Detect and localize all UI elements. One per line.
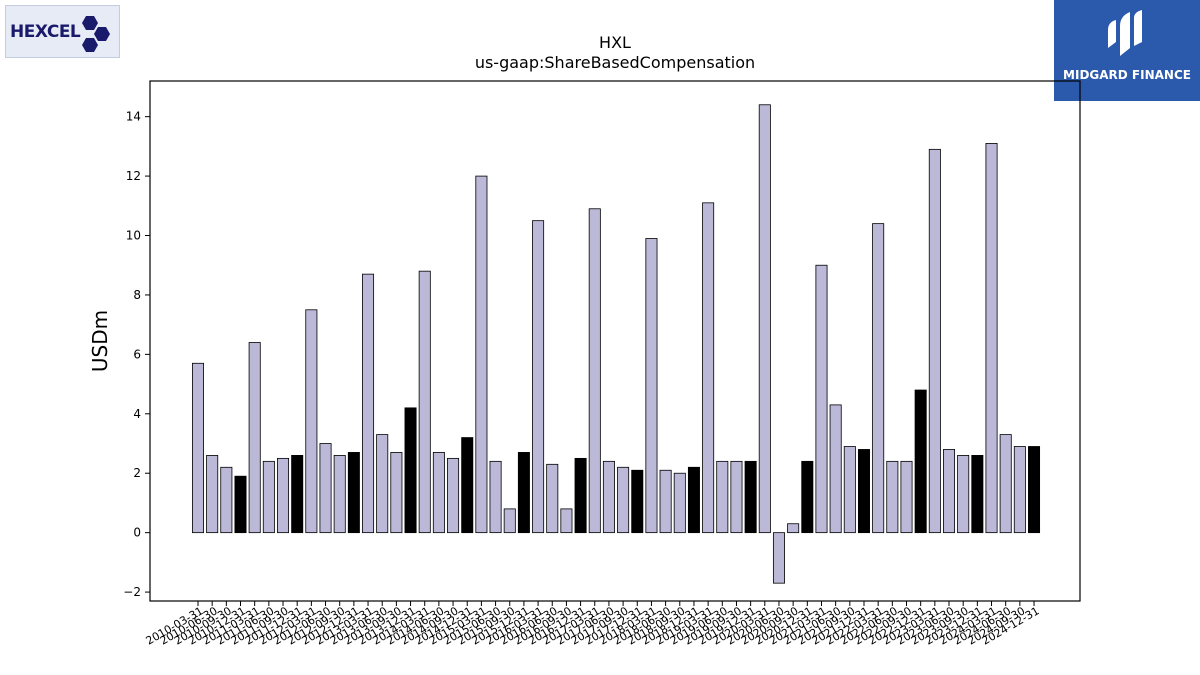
bar-2010-12-31: [234, 475, 247, 534]
bar-2015-09-30: [503, 508, 516, 534]
bar-2012-06-30: [319, 443, 332, 534]
chart-subtitle: us-gaap:ShareBasedCompensation: [475, 53, 755, 72]
midgard-finance-logo: MIDGARD FINANCE: [1054, 0, 1200, 101]
bar-2023-12-31: [971, 454, 984, 534]
bar-2019-03-31: [702, 202, 715, 534]
y-tick-label: 10: [126, 229, 141, 243]
bar-2023-06-30: [943, 449, 956, 534]
bar-2012-03-31: [305, 309, 318, 534]
bar-2016-12-31: [574, 457, 587, 534]
bar-2013-03-31: [362, 273, 375, 534]
bar-2018-12-31: [687, 466, 700, 534]
bar-2022-12-31: [914, 389, 927, 534]
bar-2018-03-31: [645, 238, 658, 534]
bar-2012-12-31: [347, 452, 360, 534]
bar-2024-03-31: [985, 142, 998, 534]
bar-2024-09-30: [1013, 446, 1026, 534]
bar-2011-06-30: [262, 460, 275, 534]
y-axis-ticks: −2 0 2 4 6 8 10 12 14: [123, 110, 150, 599]
bar-2011-09-30: [277, 457, 290, 534]
bar-2021-03-31: [815, 264, 828, 534]
bar-2019-12-31: [744, 460, 757, 534]
bar-2017-03-31: [588, 208, 601, 534]
bar-2017-09-30: [617, 466, 630, 534]
bar-2018-06-30: [659, 469, 672, 534]
y-tick-label: 8: [133, 288, 141, 302]
bar-2016-03-31: [532, 220, 545, 534]
bar-2014-03-31: [418, 270, 431, 534]
bar-2024-06-30: [999, 434, 1012, 534]
y-tick-label: 12: [126, 169, 141, 183]
bar-2011-03-31: [248, 342, 261, 534]
bar-2015-12-31: [517, 452, 530, 534]
bar-2023-03-31: [928, 148, 941, 534]
bar-2019-06-30: [716, 460, 729, 534]
bar-2022-06-30: [886, 460, 899, 534]
bar-2020-09-30: [787, 523, 800, 534]
chart-title: HXL: [599, 33, 631, 52]
midgard-m-icon: [1108, 10, 1142, 56]
bar-2016-09-30: [560, 508, 573, 534]
bar-2016-06-30: [546, 463, 559, 534]
y-tick-label: 0: [133, 526, 141, 540]
y-tick-label: 2: [133, 466, 141, 480]
bar-2021-12-31: [857, 449, 870, 534]
y-tick-label: 4: [133, 407, 141, 421]
bar-2020-03-31: [758, 104, 771, 534]
y-tick-label: −2: [123, 585, 141, 599]
bar-2011-12-31: [291, 454, 304, 534]
bar-2013-06-30: [376, 434, 389, 534]
bar-2024-12-31: [1028, 446, 1041, 534]
bar-2017-12-31: [631, 469, 644, 534]
bar-2019-09-30: [730, 460, 743, 534]
x-axis-ticks: 2010-03-312010-06-302010-09-302010-12-31…: [144, 601, 1042, 648]
bar-2020-06-30: [772, 532, 785, 584]
bar-2010-09-30: [220, 466, 233, 534]
bar-2014-06-30: [432, 452, 445, 534]
bar-2010-03-31: [191, 362, 204, 534]
bar-2021-06-30: [829, 404, 842, 534]
plot-frame: [149, 80, 1081, 602]
y-axis-label: USDm: [88, 310, 112, 372]
hexagon-cluster-icon: [82, 16, 110, 52]
bar-2014-09-30: [447, 457, 460, 534]
bar-2013-12-31: [404, 407, 417, 534]
bar-2012-09-30: [333, 454, 346, 534]
y-tick-label: 14: [126, 110, 141, 124]
hexcel-logo-text: HEXCEL: [10, 22, 81, 42]
bar-2015-03-31: [475, 175, 488, 534]
bar-2017-06-30: [602, 460, 615, 534]
bars-group: [191, 104, 1041, 584]
bar-2014-12-31: [461, 437, 474, 534]
bar-2018-09-30: [673, 472, 686, 534]
bar-2013-09-30: [390, 452, 403, 534]
bar-2020-12-31: [801, 460, 814, 534]
bar-2010-06-30: [206, 454, 219, 534]
bar-2022-03-31: [872, 223, 885, 534]
bar-2021-09-30: [843, 446, 856, 534]
bar-2023-09-30: [957, 454, 970, 534]
y-tick-label: 6: [133, 347, 141, 361]
midgard-logo-text: MIDGARD FINANCE: [1063, 68, 1191, 82]
bar-2022-09-30: [900, 460, 913, 534]
bar-2015-06-30: [489, 460, 502, 534]
hexcel-logo: HEXCEL: [5, 5, 120, 58]
